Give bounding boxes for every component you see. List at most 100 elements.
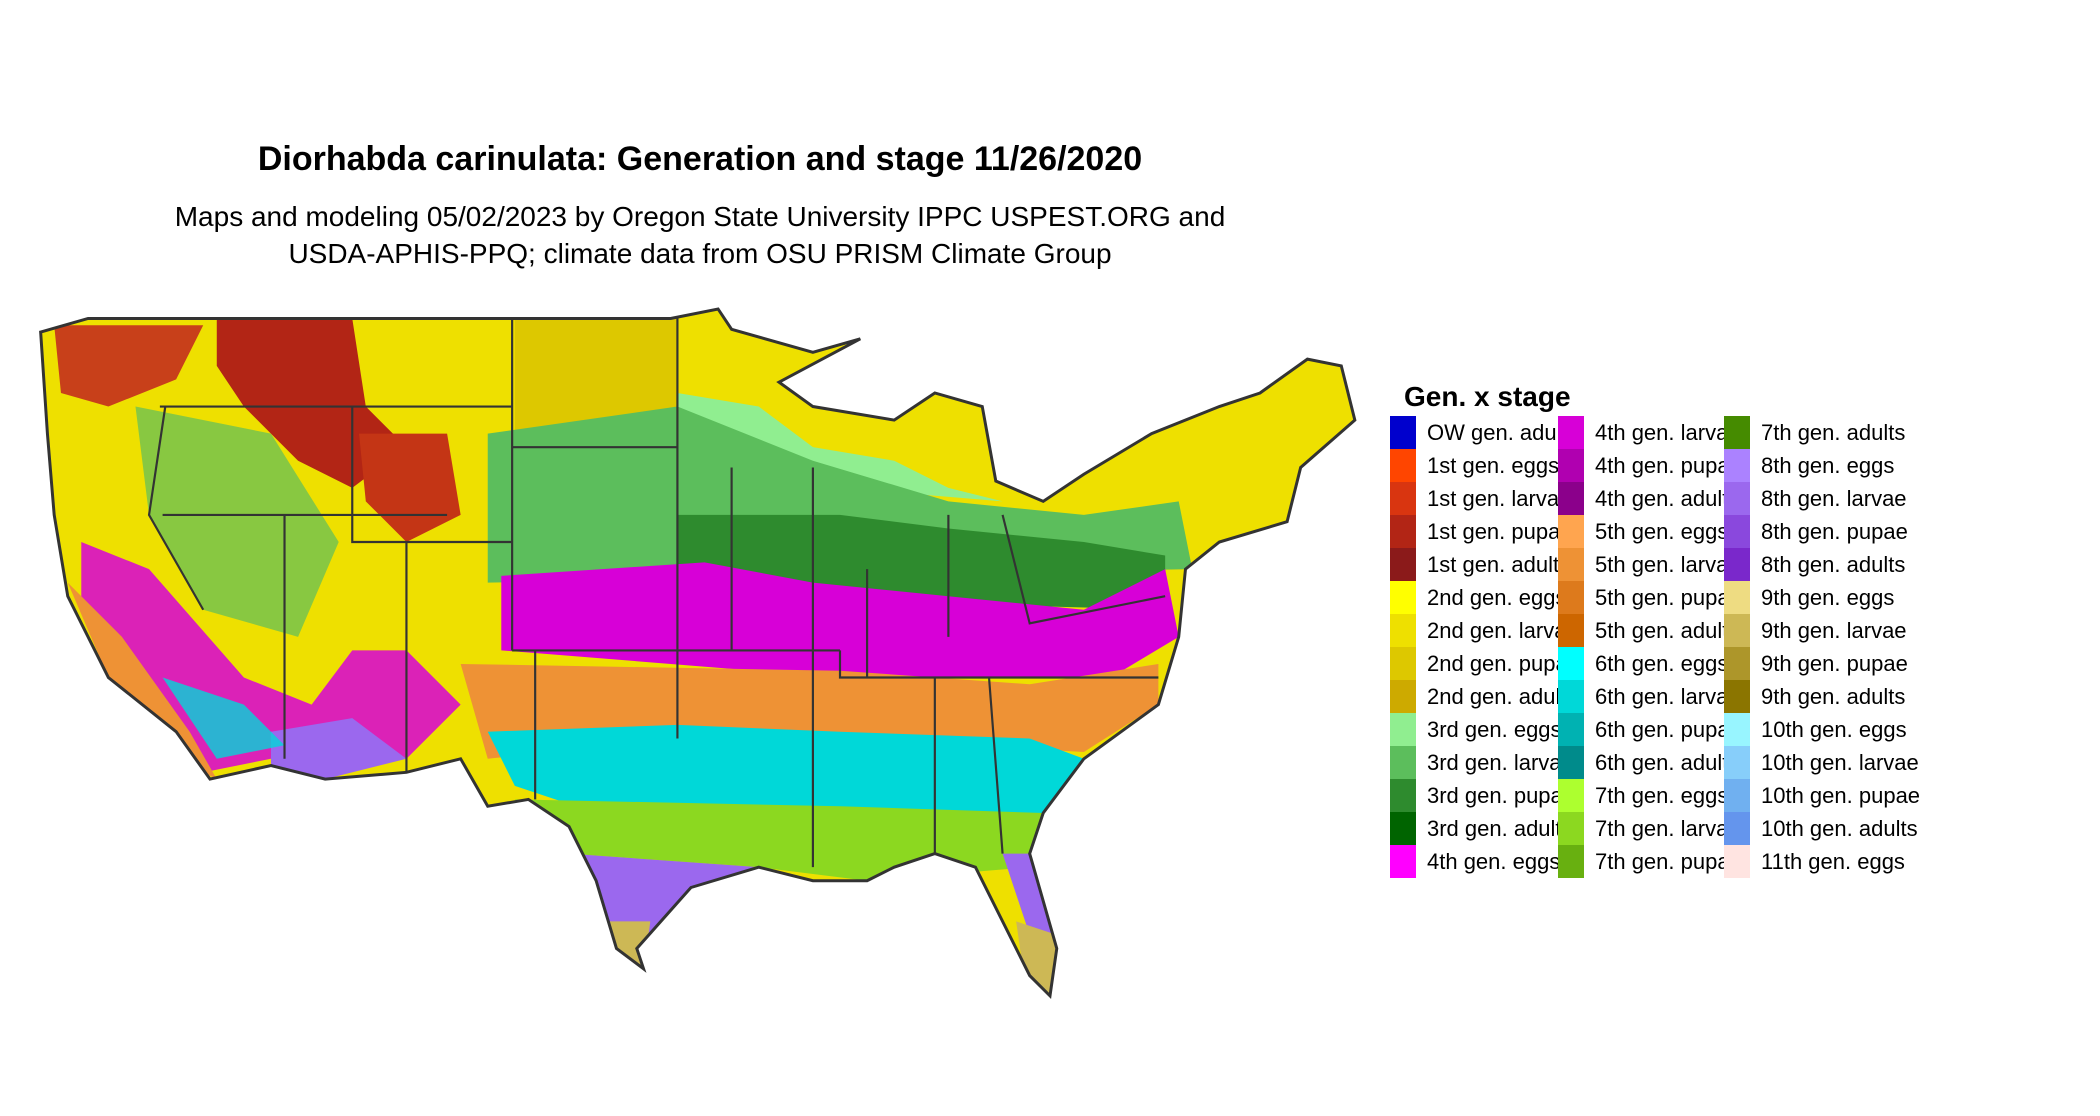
legend-item: 10th gen. larvae [1724,746,1920,779]
legend-swatch [1558,713,1584,746]
legend-item: 4th gen. larvae [1558,416,1742,449]
legend-item: 9th gen. eggs [1724,581,1920,614]
legend-swatch [1724,416,1750,449]
legend-label: 10th gen. larvae [1761,749,1919,775]
legend-swatch [1724,779,1750,812]
legend-swatch [1390,548,1416,581]
legend-item: 7th gen. eggs [1558,779,1742,812]
legend-label: 1st gen. larvae [1427,485,1572,511]
legend-label: 5th gen. adults [1595,617,1740,643]
legend-item: 10th gen. eggs [1724,713,1920,746]
legend-item: 4th gen. pupae [1558,449,1742,482]
legend-swatch [1390,680,1416,713]
legend-swatch [1724,845,1750,878]
legend-swatch [1558,779,1584,812]
legend-label: 5th gen. larvae [1595,551,1741,577]
legend-item: 1st gen. larvae [1390,482,1580,515]
legend-item: 3rd gen. larvae [1390,746,1580,779]
legend-label: 7th gen. pupae [1595,848,1742,874]
region-1st-gen-pupae-rockies [216,318,407,488]
subtitle-line-2: USDA-APHIS-PPQ; climate data from OSU PR… [288,238,1112,269]
region-arizona-purple [270,718,407,780]
legend-label: 3rd gen. larvae [1427,749,1574,775]
legend-label: 9th gen. eggs [1761,584,1895,610]
legend-item: 9th gen. pupae [1724,647,1920,680]
legend-swatch [1558,647,1584,680]
legend-item: 5th gen. pupae [1558,581,1742,614]
legend-swatch [1558,581,1584,614]
legend-item: 10th gen. adults [1724,812,1920,845]
legend-label: 1st gen. pupae [1427,518,1573,544]
region-2nd-gen-pupae [514,311,678,434]
legend-item: 8th gen. larvae [1724,482,1920,515]
legend-label: 6th gen. eggs [1595,650,1729,676]
legend-swatch [1724,449,1750,482]
legend-item: 5th gen. adults [1558,614,1742,647]
legend-swatch [1724,680,1750,713]
legend-label: 5th gen. eggs [1595,518,1729,544]
legend-item: 4th gen. eggs [1390,845,1580,878]
region-8th-gen-larvae-texas [569,853,759,949]
legend-item: 6th gen. pupae [1558,713,1742,746]
legend-label: 6th gen. pupae [1595,716,1742,742]
legend-label: 10th gen. eggs [1761,716,1907,742]
legend-swatch [1558,746,1584,779]
legend-label: 2nd gen. adults [1427,683,1578,709]
legend-label: 8th gen. pupae [1761,518,1908,544]
legend-swatch [1390,515,1416,548]
legend-item: 5th gen. larvae [1558,548,1742,581]
legend-label: 1st gen. adults [1427,551,1571,577]
legend-label: 7th gen. eggs [1595,782,1729,808]
legend-label: 10th gen. adults [1761,815,1918,841]
region-1st-gen-pupae-northwest [54,325,204,407]
legend-swatch [1390,614,1416,647]
legend-swatch [1558,680,1584,713]
legend-swatch [1724,746,1750,779]
map-title: Diorhabda carinulata: Generation and sta… [257,140,1143,178]
legend-swatch [1390,416,1416,449]
legend-swatch [1724,581,1750,614]
legend-label: 11th gen. eggs [1761,848,1905,874]
legend-swatch [1390,845,1416,878]
legend-label: 3rd gen. eggs [1427,716,1562,742]
legend-label: 6th gen. larvae [1595,683,1741,709]
legend-item: 3rd gen. eggs [1390,713,1580,746]
subtitle-line-1: Maps and modeling 05/02/2023 by Oregon S… [174,201,1226,232]
legend-swatch [1724,482,1750,515]
legend-label: 5th gen. pupae [1595,584,1742,610]
legend-item: 9th gen. larvae [1724,614,1920,647]
state-borders [147,318,1166,868]
legend-label: OW gen. adults [1427,419,1579,445]
legend-swatch [1724,713,1750,746]
legend-swatch [1558,515,1584,548]
legend-item: 6th gen. larvae [1558,680,1742,713]
legend-label: 1st gen. eggs [1427,452,1560,478]
legend-label: 9th gen. adults [1761,683,1906,709]
legend-label: 7th gen. adults [1761,419,1906,445]
legend-item: 8th gen. pupae [1724,515,1920,548]
legend-swatch [1558,548,1584,581]
legend-swatch [1558,449,1584,482]
legend-label: 4th gen. pupae [1595,452,1742,478]
legend-swatch [1558,482,1584,515]
legend-item: 1st gen. adults [1390,548,1580,581]
legend-label: 4th gen. larvae [1595,419,1741,445]
legend-swatch [1390,581,1416,614]
map-subtitle: Maps and modeling 05/02/2023 by Oregon S… [100,198,1300,272]
legend-label: 7th gen. larvae [1595,815,1741,841]
legend-label: 4th gen. adults [1595,485,1740,511]
legend-item: 11th gen. eggs [1724,845,1920,878]
legend-item: 7th gen. larvae [1558,812,1742,845]
legend-swatch [1390,647,1416,680]
legend-label: 10th gen. pupae [1761,782,1921,808]
legend-item: 6th gen. eggs [1558,647,1742,680]
legend-label: 2nd gen. pupae [1427,650,1580,676]
legend-swatch [1390,779,1416,812]
legend-label: 8th gen. adults [1761,551,1906,577]
legend-item: 2nd gen. pupae [1390,647,1580,680]
legend-swatch [1390,812,1416,845]
region-9th-gen-larvae [602,921,1057,996]
region-california-orange [67,582,217,780]
legend-label: 9th gen. larvae [1761,617,1907,643]
legend-swatch [1390,713,1416,746]
